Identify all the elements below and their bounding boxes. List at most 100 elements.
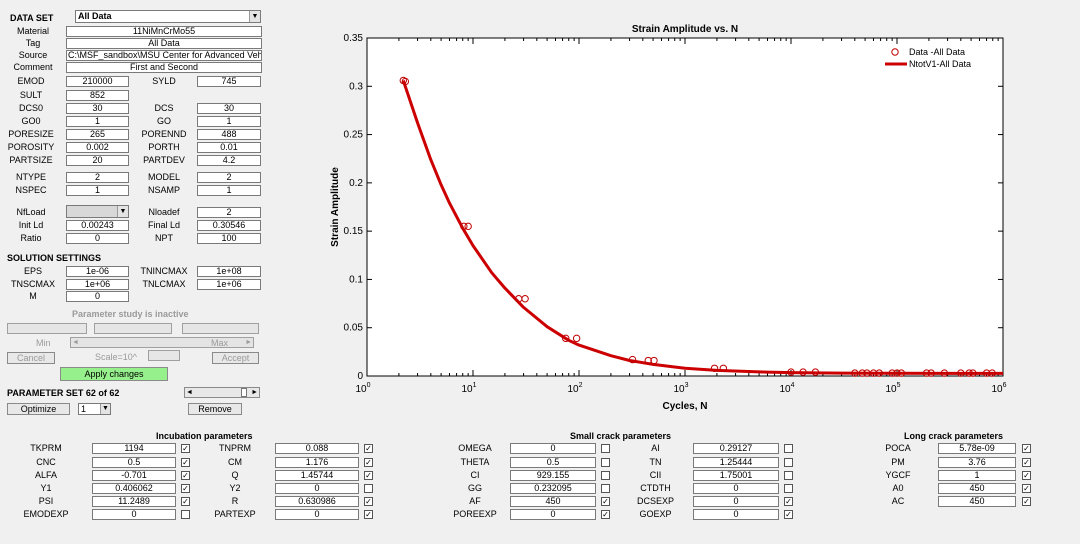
slider-right-arrow-icon[interactable]: ► bbox=[245, 339, 252, 346]
small_crack-checkbox[interactable]: ✓ bbox=[784, 497, 793, 506]
small_crack-checkbox[interactable]: ✓ bbox=[601, 497, 610, 506]
incubation-field[interactable]: 0 bbox=[275, 483, 359, 494]
small_crack-field[interactable]: 0 bbox=[693, 483, 779, 494]
long_crack-field[interactable]: 450 bbox=[938, 496, 1016, 507]
property-field[interactable]: 852 bbox=[66, 90, 129, 101]
incubation-checkbox[interactable]: ✓ bbox=[364, 458, 373, 467]
nfload-select[interactable]: ▼ bbox=[66, 205, 129, 218]
property-field[interactable]: 4.2 bbox=[197, 155, 261, 166]
property-field[interactable]: 2 bbox=[197, 207, 261, 218]
small_crack-checkbox[interactable] bbox=[784, 471, 793, 480]
small_crack-checkbox[interactable] bbox=[601, 471, 610, 480]
property-field[interactable]: 745 bbox=[197, 76, 261, 87]
slider-right-arrow-icon[interactable]: ► bbox=[251, 389, 258, 396]
incubation-checkbox[interactable]: ✓ bbox=[181, 458, 190, 467]
property-field[interactable]: 2 bbox=[197, 172, 261, 183]
incubation-checkbox[interactable]: ✓ bbox=[364, 497, 373, 506]
chevron-down-icon[interactable]: ▼ bbox=[249, 11, 260, 22]
dataset-select[interactable]: All Data ▼ bbox=[75, 10, 261, 23]
small_crack-field[interactable]: 0.5 bbox=[510, 457, 596, 468]
incubation-checkbox[interactable]: ✓ bbox=[364, 510, 373, 519]
property-field[interactable]: 0 bbox=[66, 233, 129, 244]
incubation-checkbox[interactable] bbox=[181, 510, 190, 519]
cancel-button[interactable]: Cancel bbox=[7, 352, 55, 364]
property-field[interactable]: 1 bbox=[197, 116, 261, 127]
incubation-field[interactable]: 0.630986 bbox=[275, 496, 359, 507]
incubation-field[interactable]: 0.5 bbox=[92, 457, 176, 468]
incubation-checkbox[interactable]: ✓ bbox=[181, 484, 190, 493]
property-field[interactable]: 210000 bbox=[66, 76, 129, 87]
small_crack-checkbox[interactable] bbox=[784, 458, 793, 467]
solution-field[interactable]: 1e+06 bbox=[197, 279, 261, 290]
small_crack-checkbox[interactable]: ✓ bbox=[784, 510, 793, 519]
incubation-checkbox[interactable]: ✓ bbox=[181, 471, 190, 480]
small_crack-field[interactable]: 0.29127 bbox=[693, 443, 779, 454]
info-field[interactable]: First and Second bbox=[66, 62, 262, 73]
small_crack-field[interactable]: 0 bbox=[510, 509, 596, 520]
param-study-slider[interactable]: ◄ ► bbox=[70, 337, 254, 348]
property-field[interactable]: 1 bbox=[197, 185, 261, 196]
long_crack-field[interactable]: 450 bbox=[938, 483, 1016, 494]
property-field[interactable]: 20 bbox=[66, 155, 129, 166]
small_crack-checkbox[interactable] bbox=[601, 458, 610, 467]
incubation-field[interactable]: 1194 bbox=[92, 443, 176, 454]
long_crack-checkbox[interactable]: ✓ bbox=[1022, 497, 1031, 506]
param-set-slider[interactable]: ◄ ► bbox=[184, 387, 260, 398]
slider-left-arrow-icon[interactable]: ◄ bbox=[72, 339, 79, 346]
param-set-select[interactable]: 1 ▼ bbox=[78, 403, 111, 415]
long_crack-checkbox[interactable]: ✓ bbox=[1022, 458, 1031, 467]
slider-left-arrow-icon[interactable]: ◄ bbox=[186, 389, 193, 396]
small_crack-checkbox[interactable] bbox=[601, 484, 610, 493]
chevron-down-icon[interactable]: ▼ bbox=[100, 404, 110, 414]
property-field[interactable]: 30 bbox=[197, 103, 261, 114]
small_crack-field[interactable]: 450 bbox=[510, 496, 596, 507]
property-field[interactable]: 30 bbox=[66, 103, 129, 114]
small_crack-field[interactable]: 0 bbox=[693, 509, 779, 520]
incubation-field[interactable]: 1.45744 bbox=[275, 470, 359, 481]
incubation-field[interactable]: 11.2489 bbox=[92, 496, 176, 507]
incubation-checkbox[interactable]: ✓ bbox=[181, 444, 190, 453]
small_crack-checkbox[interactable] bbox=[784, 444, 793, 453]
property-field[interactable]: 1 bbox=[66, 116, 129, 127]
property-field[interactable]: 0.01 bbox=[197, 142, 261, 153]
long_crack-field[interactable]: 5.78e-09 bbox=[938, 443, 1016, 454]
property-field[interactable]: 0.30546 bbox=[197, 220, 261, 231]
solution-field[interactable]: 1e+08 bbox=[197, 266, 261, 277]
long_crack-field[interactable]: 3.76 bbox=[938, 457, 1016, 468]
small_crack-field[interactable]: 1.75001 bbox=[693, 470, 779, 481]
apply-changes-button[interactable]: Apply changes bbox=[60, 367, 168, 381]
incubation-field[interactable]: -0.701 bbox=[92, 470, 176, 481]
incubation-field[interactable]: 0.406062 bbox=[92, 483, 176, 494]
property-field[interactable]: 0.00243 bbox=[66, 220, 129, 231]
small_crack-field[interactable]: 0 bbox=[693, 496, 779, 507]
small_crack-checkbox[interactable]: ✓ bbox=[601, 510, 610, 519]
property-field[interactable]: 1 bbox=[66, 185, 129, 196]
incubation-field[interactable]: 0 bbox=[275, 509, 359, 520]
incubation-field[interactable]: 0 bbox=[92, 509, 176, 520]
incubation-checkbox[interactable]: ✓ bbox=[364, 471, 373, 480]
property-field[interactable]: 2 bbox=[66, 172, 129, 183]
incubation-checkbox[interactable]: ✓ bbox=[364, 444, 373, 453]
long_crack-checkbox[interactable]: ✓ bbox=[1022, 484, 1031, 493]
accept-button[interactable]: Accept bbox=[212, 352, 259, 364]
incubation-field[interactable]: 0.088 bbox=[275, 443, 359, 454]
chevron-down-icon[interactable]: ▼ bbox=[117, 206, 128, 217]
incubation-field[interactable]: 1.176 bbox=[275, 457, 359, 468]
solution-field[interactable]: 1e-06 bbox=[66, 266, 129, 277]
solution-field[interactable]: 0 bbox=[66, 291, 129, 302]
long_crack-checkbox[interactable]: ✓ bbox=[1022, 471, 1031, 480]
small_crack-field[interactable]: 929.155 bbox=[510, 470, 596, 481]
small_crack-field[interactable]: 0.232095 bbox=[510, 483, 596, 494]
small_crack-field[interactable]: 1.25444 bbox=[693, 457, 779, 468]
incubation-checkbox[interactable] bbox=[364, 484, 373, 493]
info-field[interactable]: C:\MSF_sandbox\MSU Center for Advanced V… bbox=[66, 50, 262, 61]
incubation-checkbox[interactable]: ✓ bbox=[181, 497, 190, 506]
long_crack-field[interactable]: 1 bbox=[938, 470, 1016, 481]
property-field[interactable]: 265 bbox=[66, 129, 129, 140]
long_crack-checkbox[interactable]: ✓ bbox=[1022, 444, 1031, 453]
small_crack-field[interactable]: 0 bbox=[510, 443, 596, 454]
slider-thumb[interactable] bbox=[241, 388, 247, 397]
property-field[interactable]: 488 bbox=[197, 129, 261, 140]
remove-button[interactable]: Remove bbox=[188, 403, 242, 415]
property-field[interactable]: 100 bbox=[197, 233, 261, 244]
